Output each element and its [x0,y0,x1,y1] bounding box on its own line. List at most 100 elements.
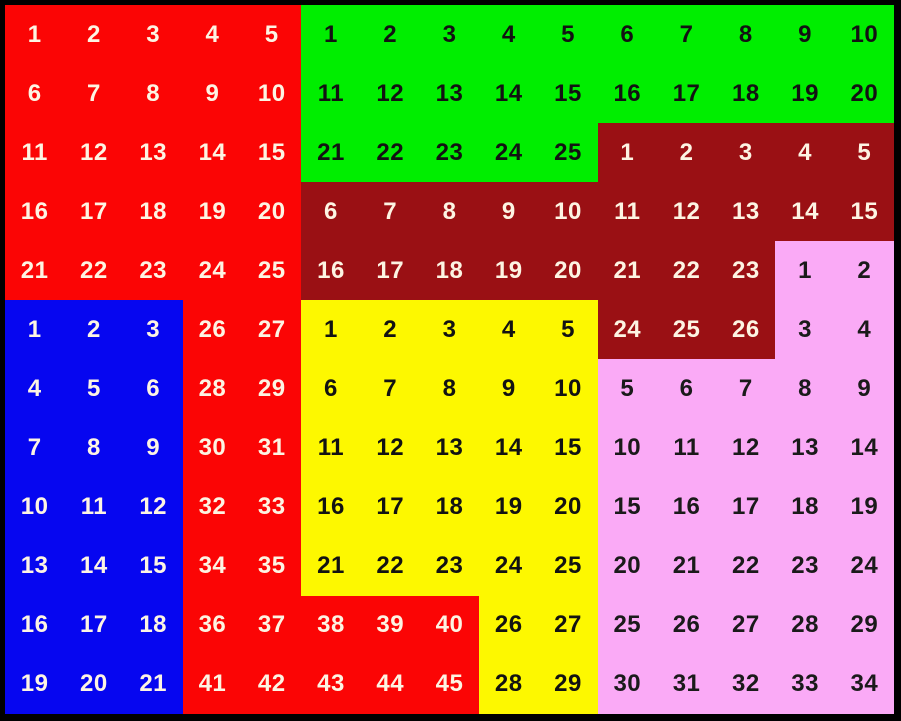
cell-pink-18: 18 [775,477,835,537]
cell-dark_red-5: 5 [834,123,894,183]
cell-red-32: 32 [182,477,243,537]
cell-dark_red-26: 26 [716,300,776,360]
cell-green-19: 19 [775,64,835,124]
cell-red-6: 6 [5,64,65,124]
cell-blue-14: 14 [64,536,124,596]
cell-red-45: 45 [419,654,480,714]
cell-red-23: 23 [123,241,183,301]
cell-pink-31: 31 [656,654,717,714]
cell-blue-21: 21 [123,654,183,714]
cell-red-12: 12 [64,123,124,183]
cell-green-22: 22 [360,123,420,183]
cell-pink-15: 15 [597,477,657,537]
cell-pink-19: 19 [834,477,894,537]
cell-yellow-9: 9 [479,359,539,419]
cell-red-41: 41 [182,654,243,714]
cell-pink-8: 8 [775,359,835,419]
cell-red-4: 4 [182,5,243,65]
cell-pink-27: 27 [716,595,776,655]
cell-red-14: 14 [182,123,243,183]
cell-dark_red-24: 24 [597,300,657,360]
cell-red-44: 44 [360,654,420,714]
cell-red-24: 24 [182,241,243,301]
cell-red-15: 15 [242,123,302,183]
cell-yellow-5: 5 [538,300,598,360]
cell-red-3: 3 [123,5,183,65]
cell-pink-25: 25 [597,595,657,655]
cell-yellow-16: 16 [301,477,361,537]
cell-pink-30: 30 [597,654,657,714]
cell-dark_red-25: 25 [656,300,717,360]
cell-yellow-15: 15 [538,418,598,478]
cell-red-17: 17 [64,182,124,242]
cell-red-13: 13 [123,123,183,183]
cell-red-7: 7 [64,64,124,124]
cell-pink-33: 33 [775,654,835,714]
cell-green-2: 2 [360,5,420,65]
cell-blue-11: 11 [64,477,124,537]
cell-yellow-1: 1 [301,300,361,360]
cell-green-23: 23 [419,123,480,183]
cell-blue-17: 17 [64,595,124,655]
cell-yellow-4: 4 [479,300,539,360]
cell-yellow-23: 23 [419,536,480,596]
cell-dark_red-4: 4 [775,123,835,183]
cell-yellow-10: 10 [538,359,598,419]
cell-pink-17: 17 [716,477,776,537]
cell-red-36: 36 [182,595,243,655]
cell-yellow-21: 21 [301,536,361,596]
cell-green-13: 13 [419,64,480,124]
cell-green-17: 17 [656,64,717,124]
cell-pink-7: 7 [716,359,776,419]
cell-red-42: 42 [242,654,302,714]
cell-dark_red-3: 3 [716,123,776,183]
cell-pink-12: 12 [716,418,776,478]
cell-red-34: 34 [182,536,243,596]
cell-red-28: 28 [182,359,243,419]
cell-yellow-11: 11 [301,418,361,478]
cell-red-11: 11 [5,123,65,183]
cell-green-7: 7 [656,5,717,65]
cell-blue-12: 12 [123,477,183,537]
cell-green-3: 3 [419,5,480,65]
cell-red-29: 29 [242,359,302,419]
cell-dark_red-13: 13 [716,182,776,242]
cell-red-27: 27 [242,300,302,360]
cell-red-26: 26 [182,300,243,360]
cell-blue-15: 15 [123,536,183,596]
cell-pink-10: 10 [597,418,657,478]
cell-pink-23: 23 [775,536,835,596]
cell-yellow-20: 20 [538,477,598,537]
cell-dark_red-23: 23 [716,241,776,301]
cell-pink-26: 26 [656,595,717,655]
cell-red-20: 20 [242,182,302,242]
cell-red-33: 33 [242,477,302,537]
cell-blue-16: 16 [5,595,65,655]
cell-dark_red-14: 14 [775,182,835,242]
cell-blue-10: 10 [5,477,65,537]
cell-red-21: 21 [5,241,65,301]
cell-yellow-19: 19 [479,477,539,537]
cell-dark_red-11: 11 [597,182,657,242]
cell-red-19: 19 [182,182,243,242]
cell-green-9: 9 [775,5,835,65]
cell-green-25: 25 [538,123,598,183]
cell-yellow-2: 2 [360,300,420,360]
cell-blue-2: 2 [64,300,124,360]
cell-pink-34: 34 [834,654,894,714]
cell-dark_red-9: 9 [479,182,539,242]
cell-red-8: 8 [123,64,183,124]
cell-pink-13: 13 [775,418,835,478]
cell-red-31: 31 [242,418,302,478]
cell-red-1: 1 [5,5,65,65]
cell-yellow-28: 28 [479,654,539,714]
cell-pink-2: 2 [834,241,894,301]
cell-red-25: 25 [242,241,302,301]
cell-yellow-26: 26 [479,595,539,655]
cell-yellow-12: 12 [360,418,420,478]
cell-green-18: 18 [716,64,776,124]
cell-blue-1: 1 [5,300,65,360]
cell-red-16: 16 [5,182,65,242]
cell-blue-18: 18 [123,595,183,655]
cell-green-16: 16 [597,64,657,124]
